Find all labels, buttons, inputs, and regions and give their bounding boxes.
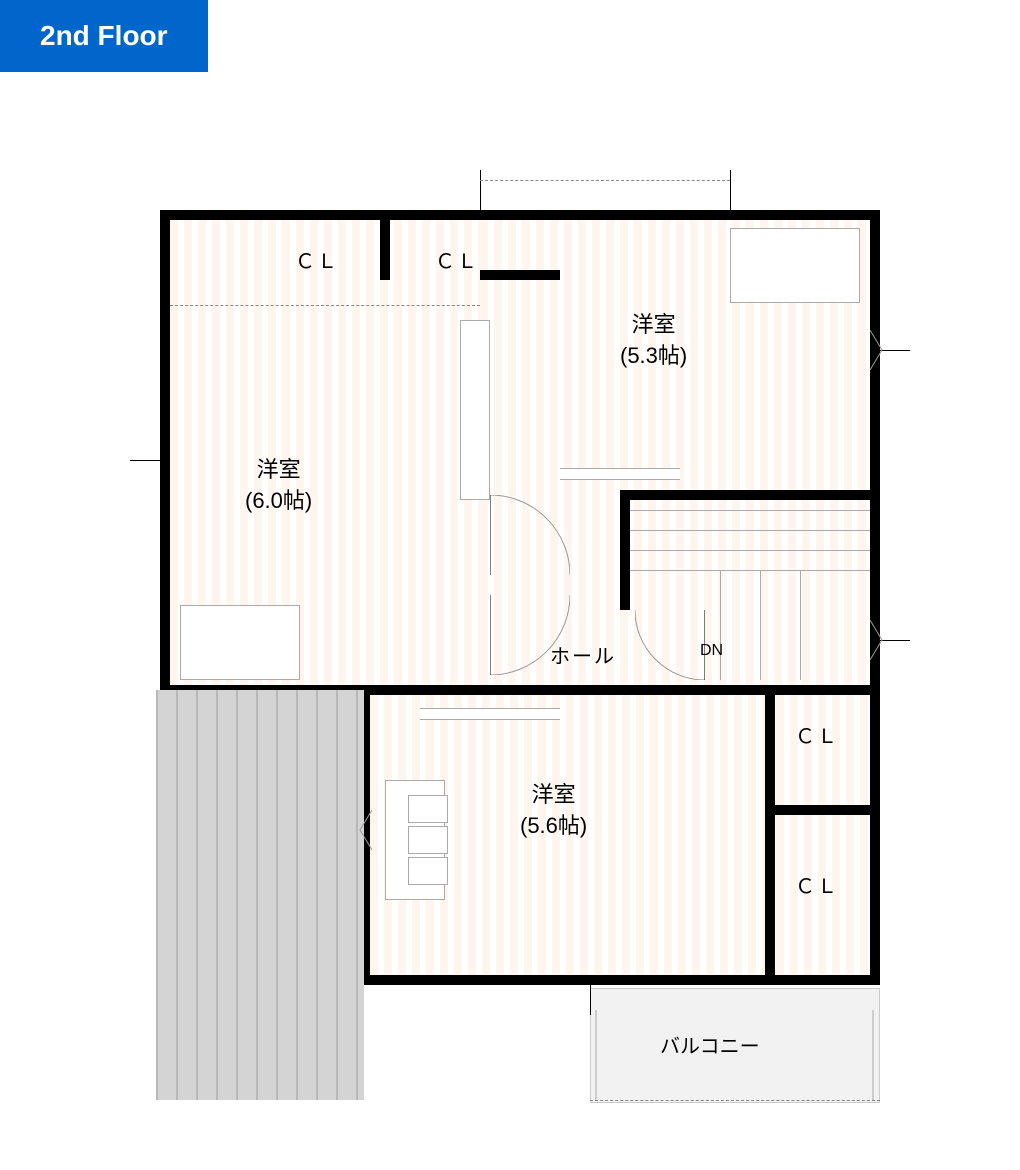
balcony-post xyxy=(872,1010,874,1100)
stair-tread xyxy=(630,510,870,511)
door-arc-icon xyxy=(490,595,570,675)
closet-label: ＣＬ xyxy=(795,720,839,749)
wall xyxy=(620,490,880,500)
stair-tread xyxy=(720,570,721,680)
room-label-nw: 洋室 (6.0帖) xyxy=(245,455,312,517)
door-arc-icon xyxy=(490,495,570,575)
wall xyxy=(765,805,875,815)
wall xyxy=(620,490,630,610)
door-arc-icon xyxy=(635,610,705,680)
window-mark-icon xyxy=(870,620,890,660)
wall xyxy=(480,270,560,280)
closet-label: ＣＬ xyxy=(795,870,839,899)
balcony-post xyxy=(595,1010,597,1100)
stair-tread xyxy=(630,550,870,551)
furniture-sofa-arm xyxy=(408,826,448,854)
room-name: 洋室 xyxy=(620,310,687,341)
room-label-s: 洋室 (5.6帖) xyxy=(520,780,587,842)
dim-line xyxy=(480,180,730,181)
stair-tread xyxy=(630,570,870,571)
floor-badge-label: 2nd Floor xyxy=(40,20,168,51)
wall xyxy=(765,685,775,985)
balcony-rail xyxy=(590,1100,880,1101)
window-mark-icon xyxy=(352,810,372,850)
dim-tick xyxy=(130,460,160,461)
closet-label: ＣＬ xyxy=(435,245,479,274)
roof-area xyxy=(156,690,364,1100)
closet-partition xyxy=(170,305,480,306)
wall-stub xyxy=(380,210,390,280)
furniture-desk xyxy=(460,320,490,500)
stair-tread xyxy=(800,570,801,680)
room-name: 洋室 xyxy=(520,780,587,811)
room-size: (6.0帖) xyxy=(245,486,312,517)
room-label-ne: 洋室 (5.3帖) xyxy=(620,310,687,372)
balcony-label: バルコニー xyxy=(660,1030,760,1059)
floor-badge: 2nd Floor xyxy=(0,0,208,72)
room-size: (5.6帖) xyxy=(520,811,587,842)
closet-label: ＣＬ xyxy=(295,245,339,274)
furniture-sofa-arm xyxy=(408,857,448,885)
room-name: 洋室 xyxy=(245,455,312,486)
dim-tick xyxy=(730,170,731,210)
floor-plan: 洋室 (6.0帖) 洋室 (5.3帖) 洋室 (5.6帖) ＣＬ ＣＬ ＣＬ Ｃ… xyxy=(160,210,880,1110)
dim-tick xyxy=(480,170,481,210)
furniture-bed xyxy=(180,605,300,680)
stair-tread xyxy=(630,530,870,531)
window xyxy=(560,468,680,480)
stair-tread xyxy=(760,570,761,680)
dim-tick xyxy=(590,985,591,1015)
furniture-sofa-arm xyxy=(408,795,448,823)
window-mark-icon xyxy=(870,330,890,370)
window xyxy=(420,708,560,720)
room-size: (5.3帖) xyxy=(620,341,687,372)
furniture-bed xyxy=(730,228,860,303)
